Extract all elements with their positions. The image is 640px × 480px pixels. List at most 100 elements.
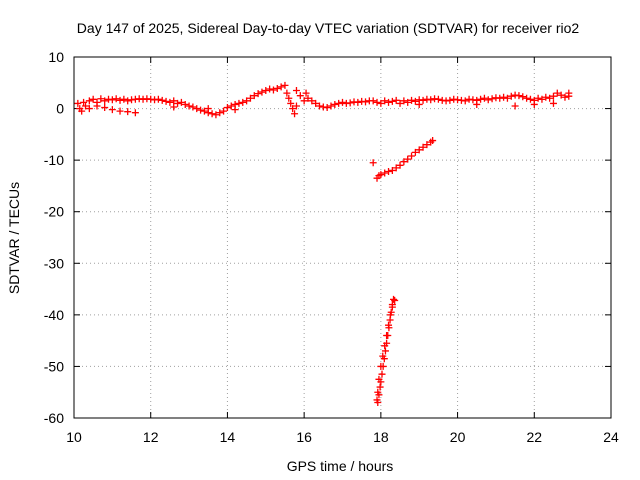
- data-point: [331, 100, 339, 108]
- data-point: [189, 103, 197, 111]
- data-point: [243, 97, 251, 105]
- y-tick-label: -30: [44, 255, 64, 271]
- y-tick-label: -40: [44, 307, 64, 323]
- y-tick-label: -20: [44, 204, 64, 220]
- data-point: [396, 99, 404, 107]
- series-3: [373, 295, 399, 407]
- data-point: [85, 97, 93, 105]
- data-point: [258, 88, 266, 96]
- data-point: [287, 99, 295, 107]
- series-2: [369, 137, 437, 182]
- data-point: [549, 99, 557, 107]
- data-point: [503, 94, 511, 102]
- data-point: [374, 388, 382, 396]
- data-point: [212, 111, 220, 119]
- chart-title: Day 147 of 2025, Sidereal Day-to-day VTE…: [77, 20, 580, 36]
- data-point: [223, 104, 231, 112]
- data-point: [377, 362, 385, 370]
- data-point: [174, 99, 182, 107]
- data-point: [112, 95, 120, 103]
- data-point: [292, 102, 300, 110]
- data-point: [93, 102, 101, 110]
- data-point: [411, 148, 419, 156]
- data-point: [565, 89, 573, 97]
- y-tick-label: -50: [44, 358, 64, 374]
- data-point: [386, 311, 394, 319]
- data-point: [250, 92, 258, 100]
- data-point: [377, 171, 385, 179]
- data-point: [388, 303, 396, 311]
- x-tick-label: 18: [373, 429, 389, 445]
- data-point: [216, 109, 224, 117]
- data-point: [534, 94, 542, 102]
- x-axis-label: GPS time / hours: [287, 458, 394, 474]
- series-1: [74, 81, 573, 119]
- data-point: [166, 98, 174, 106]
- data-point: [346, 99, 354, 107]
- data-point: [277, 83, 285, 91]
- data-point: [362, 98, 370, 106]
- data-point: [378, 370, 386, 378]
- data-point: [381, 97, 389, 105]
- data-point: [423, 141, 431, 149]
- data-point: [281, 81, 289, 89]
- data-point: [170, 97, 178, 105]
- data-point: [154, 95, 162, 103]
- data-point: [553, 89, 561, 97]
- data-point: [480, 94, 488, 102]
- data-point: [473, 100, 481, 108]
- data-point: [162, 97, 170, 105]
- data-point: [381, 169, 389, 177]
- y-tick-label: 10: [48, 49, 64, 65]
- data-point: [381, 342, 389, 350]
- data-point: [289, 105, 297, 113]
- x-tick-label: 24: [603, 429, 619, 445]
- data-point: [385, 321, 393, 329]
- data-point: [388, 97, 396, 105]
- data-point: [381, 347, 389, 355]
- data-point: [101, 97, 109, 105]
- data-point: [116, 96, 124, 104]
- data-point: [373, 396, 381, 404]
- data-point: [408, 152, 416, 160]
- data-point: [193, 105, 201, 113]
- data-point: [273, 84, 281, 92]
- data-point: [82, 102, 90, 110]
- data-point: [124, 97, 132, 105]
- data-point: [78, 107, 86, 115]
- data-point: [377, 99, 385, 107]
- y-tick-label: 0: [56, 101, 64, 117]
- data-point: [400, 97, 408, 105]
- data-point: [446, 96, 454, 104]
- data-point: [408, 96, 416, 104]
- x-tick-label: 22: [526, 429, 542, 445]
- data-point: [549, 92, 557, 100]
- data-point: [546, 94, 554, 102]
- data-point: [461, 97, 469, 105]
- data-point: [285, 94, 293, 102]
- data-point: [385, 167, 393, 175]
- data-point: [339, 98, 346, 106]
- data-point: [158, 96, 166, 104]
- data-point: [97, 95, 105, 103]
- y-tick-label: -60: [44, 410, 64, 426]
- data-point: [375, 375, 383, 383]
- data-point: [526, 95, 534, 103]
- data-point: [369, 159, 377, 167]
- data-point: [354, 98, 362, 106]
- data-point: [542, 93, 550, 101]
- data-point: [204, 105, 212, 113]
- tick-labels: 10 12 14 16 18 20 22 24 -60 -50 -40 -30 -20 -10 0 10: [44, 49, 619, 445]
- data-point: [131, 109, 139, 117]
- data-point: [404, 98, 412, 106]
- data-point: [291, 110, 299, 118]
- data-point: [312, 99, 320, 107]
- data-point: [404, 155, 412, 163]
- data-point: [170, 103, 178, 111]
- data-point: [419, 96, 427, 104]
- data-point: [507, 92, 515, 100]
- data-point: [369, 97, 377, 105]
- data-point: [557, 91, 565, 99]
- data-point: [515, 92, 523, 100]
- data-point: [177, 98, 185, 106]
